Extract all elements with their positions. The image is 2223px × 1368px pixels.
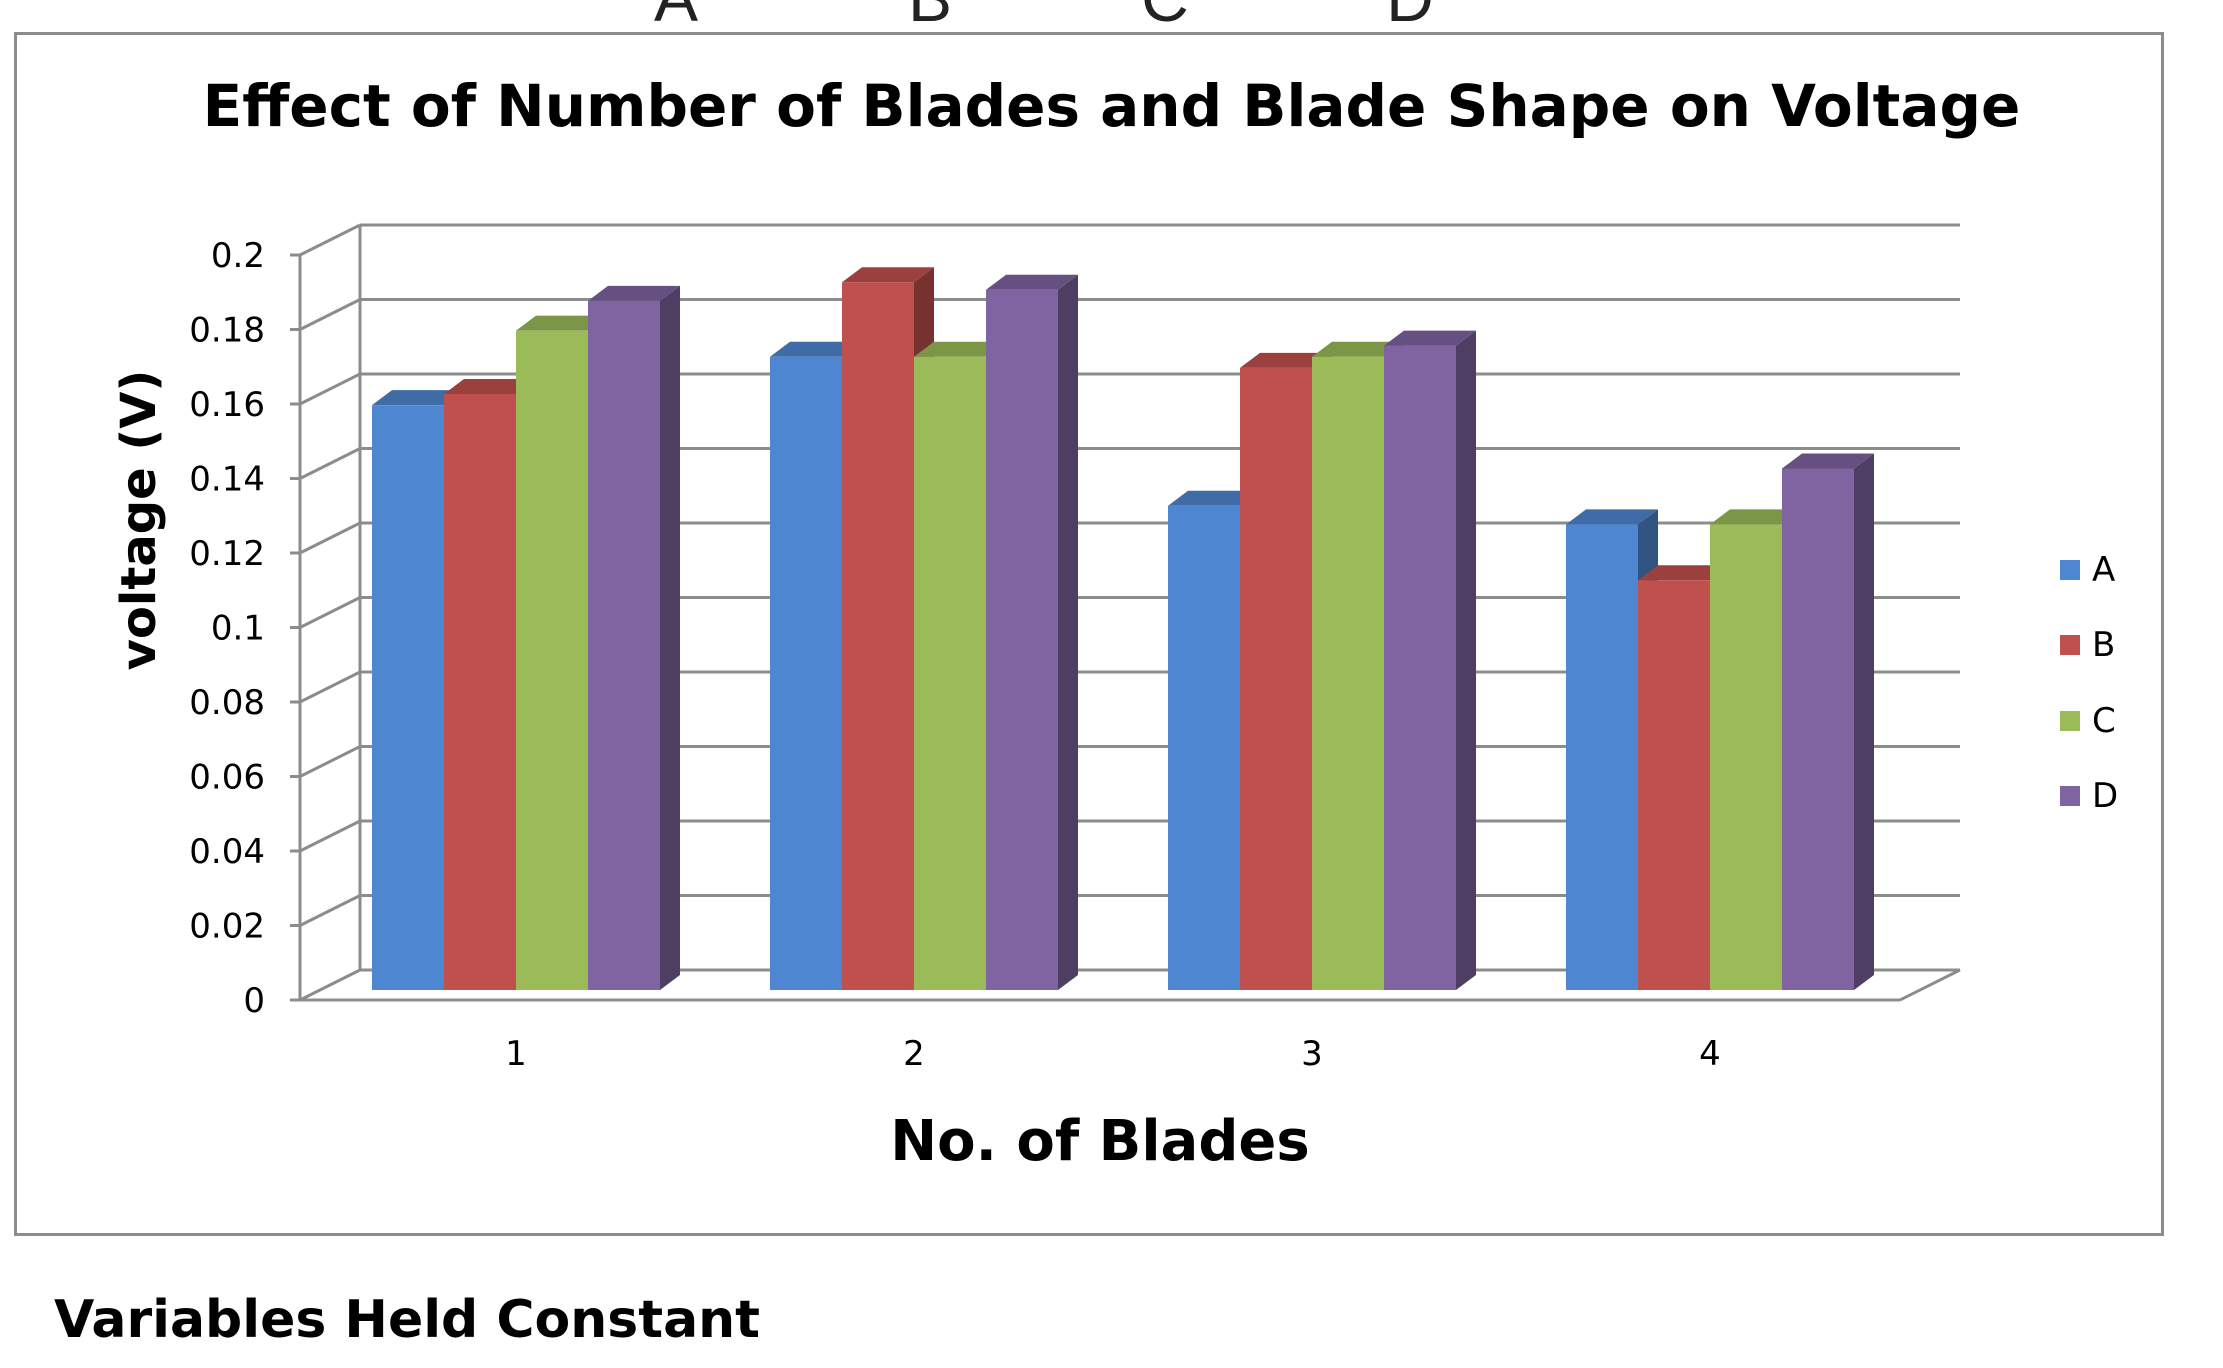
bar-front — [1566, 524, 1638, 990]
bar-front — [1240, 367, 1312, 990]
bar-front — [1782, 468, 1854, 990]
bar-front — [1638, 580, 1710, 990]
top-letters-row: A B C D — [0, 0, 2223, 35]
side-grid-6 — [299, 521, 361, 555]
top-letter-a: A — [654, 0, 698, 36]
legend-label-d: D — [2092, 776, 2119, 816]
side-grid-1 — [299, 894, 361, 927]
bar-side — [1456, 330, 1476, 990]
bar-d-1 — [588, 285, 680, 990]
y-tick-label-1: 0.02 — [189, 907, 265, 947]
bar-front — [588, 300, 660, 990]
side-grid-2 — [299, 819, 361, 853]
x-tick-label-3: 3 — [1301, 1034, 1323, 1074]
bar-d-2 — [986, 274, 1078, 990]
bar-side — [660, 285, 680, 990]
bar-front — [516, 330, 588, 990]
x-tick-label-4: 4 — [1699, 1034, 1721, 1074]
legend-swatch-a — [2060, 560, 2080, 580]
bar-top — [770, 341, 862, 357]
y-tick-label-4: 0.08 — [189, 683, 265, 723]
top-letter-c: C — [1141, 0, 1189, 36]
bar-side — [1058, 274, 1078, 990]
legend-item-c: C — [2060, 701, 2116, 741]
legend-swatch-d — [2060, 786, 2080, 806]
bar-front — [1710, 524, 1782, 990]
top-letter-d: D — [1386, 0, 1434, 36]
bar-top — [444, 379, 536, 394]
y-tick-label-10: 0.2 — [211, 236, 265, 276]
y-tick-label-0: 0 — [243, 981, 265, 1021]
bottom-heading: Variables Held Constant — [54, 1290, 761, 1350]
bar-top — [1384, 330, 1476, 346]
bar-top — [1638, 565, 1730, 581]
floor-right-edge — [1899, 968, 1961, 1002]
side-grid-0 — [299, 968, 361, 1002]
bar-top — [1240, 352, 1332, 368]
y-tick-label-6: 0.12 — [189, 534, 265, 574]
bar-top — [1710, 509, 1802, 525]
y-tick-label-3: 0.06 — [189, 758, 265, 798]
side-grid-5 — [299, 596, 361, 629]
bar-top — [842, 267, 934, 283]
y-tick-label-5: 0.1 — [211, 609, 265, 649]
bar-front — [914, 356, 986, 990]
chart-title: Effect of Number of Blades and Blade Sha… — [202, 72, 2021, 140]
legend-item-b: B — [2060, 625, 2115, 665]
bar-front — [842, 282, 914, 990]
x-tick-label-1: 1 — [505, 1034, 527, 1074]
bar-front — [1312, 356, 1384, 990]
bar-top — [914, 341, 1006, 357]
legend-item-a: A — [2060, 550, 2115, 590]
legend-label-c: C — [2092, 701, 2116, 741]
legend-swatch-c — [2060, 711, 2080, 731]
bar-top — [588, 285, 680, 301]
y-tick-label-7: 0.14 — [189, 460, 265, 500]
side-grid-3 — [299, 745, 361, 778]
top-letter-b: B — [908, 0, 952, 36]
bar-top — [1566, 509, 1658, 525]
bar-top — [516, 315, 608, 331]
legend-item-d: D — [2060, 776, 2118, 816]
bar-top — [1312, 341, 1404, 357]
side-grid-9 — [299, 298, 361, 331]
x-tick-label-2: 2 — [903, 1034, 925, 1074]
legend-swatch-b — [2060, 635, 2080, 655]
bar-side — [1854, 453, 1874, 990]
y-tick-label-2: 0.04 — [189, 832, 265, 872]
bar-front — [986, 289, 1058, 990]
bar-top — [1782, 453, 1874, 469]
legend-label-a: A — [2092, 550, 2116, 590]
legend-label-b: B — [2092, 625, 2116, 665]
y-tick-label-8: 0.16 — [189, 385, 265, 425]
side-grid-10 — [299, 223, 361, 257]
bar-front — [372, 405, 444, 990]
x-axis-title: No. of Blades — [890, 1109, 1310, 1174]
bar-d-3 — [1384, 330, 1476, 990]
side-grid-8 — [299, 372, 361, 406]
bar-d-4 — [1782, 453, 1874, 990]
bar-top — [372, 390, 464, 406]
bar-front — [770, 356, 842, 990]
bar-front — [444, 394, 516, 990]
bar-top — [1168, 490, 1260, 506]
bar-top — [986, 274, 1078, 290]
bar-front — [1168, 505, 1240, 990]
side-grid-7 — [299, 447, 361, 480]
bar-front — [1384, 345, 1456, 990]
y-tick-label-9: 0.18 — [189, 311, 265, 351]
y-axis-title: voltage (V) — [111, 370, 167, 671]
side-grid-4 — [299, 670, 361, 704]
